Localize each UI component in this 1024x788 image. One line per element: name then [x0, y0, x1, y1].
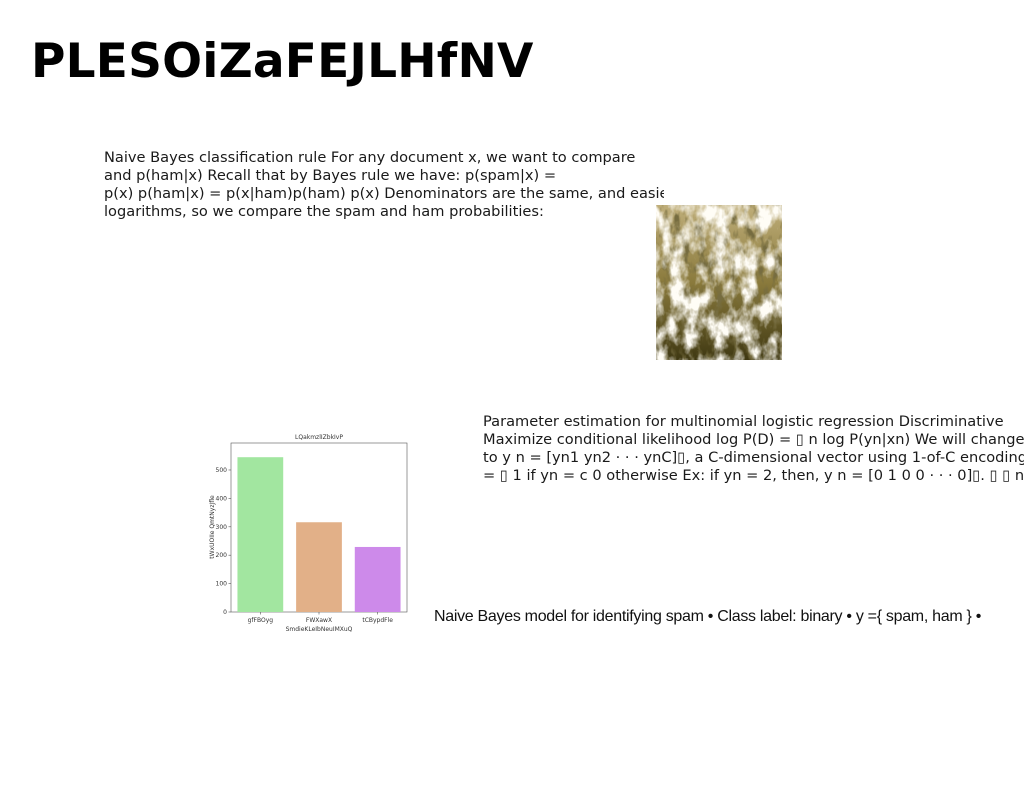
- paragraph-line: Naive Bayes classification rule For any …: [104, 149, 636, 166]
- chart-title: LQakmzlIZbkIvP: [295, 434, 343, 441]
- spam-model-line: Naive Bayes model for identifying spam •…: [434, 608, 981, 625]
- y-tick-label: 500: [216, 467, 228, 474]
- x-tick-label: gfFBOyg: [248, 617, 274, 624]
- paragraph-line: = ▯ 1 if yn = c 0 otherwise Ex: if yn = …: [483, 467, 1024, 484]
- paragraph-line: logarithms, so we compare the spam and h…: [104, 203, 544, 220]
- x-tick-label: FWXawX: [306, 617, 332, 624]
- y-tick-label: 200: [216, 552, 228, 559]
- bar-3: [354, 546, 401, 612]
- bar-1: [237, 457, 284, 612]
- water-texture-image: [656, 205, 782, 360]
- chart-x-axis-label: SmdieKLeIbNeuIMXuQ: [286, 626, 353, 633]
- naive-bayes-rule-paragraph: Naive Bayes classification rule For any …: [104, 149, 664, 221]
- bar-chart: LQakmzlIZbkIvP 0 100 200 300 400 500 gfFBOyg F…: [190, 426, 420, 636]
- y-tick-label: 300: [216, 524, 228, 531]
- paragraph-line: and p(ham|x) Recall that by Bayes rule w…: [104, 167, 557, 184]
- paragraph-line: Maximize conditional likelihood log P(D)…: [483, 431, 1024, 448]
- x-tick-label: tCBypdFle: [362, 617, 393, 624]
- y-tick-label: 400: [216, 495, 228, 502]
- y-tick-label: 0: [223, 609, 227, 616]
- y-tick-label: 100: [216, 581, 228, 588]
- bar-2: [296, 522, 342, 612]
- logistic-regression-paragraph: Parameter estimation for multinomial log…: [483, 413, 1024, 485]
- chart-y-axis-label: tWxUOIIe QmtNyzJfle: [209, 495, 216, 559]
- bar-chart-svg: LQakmzlIZbkIvP 0 100 200 300 400 500 gfFBOyg F…: [209, 434, 408, 633]
- slide-title: PLESOiZaFEJLHfNV: [31, 34, 534, 89]
- paragraph-line: p(x) p(ham|x) = p(x|ham)p(ham) p(x) Deno…: [104, 185, 664, 202]
- paragraph-line: Parameter estimation for multinomial log…: [483, 413, 1004, 430]
- paragraph-line: to y n = [yn1 yn2 · · · ynC]▯, a C-dimen…: [483, 449, 1024, 466]
